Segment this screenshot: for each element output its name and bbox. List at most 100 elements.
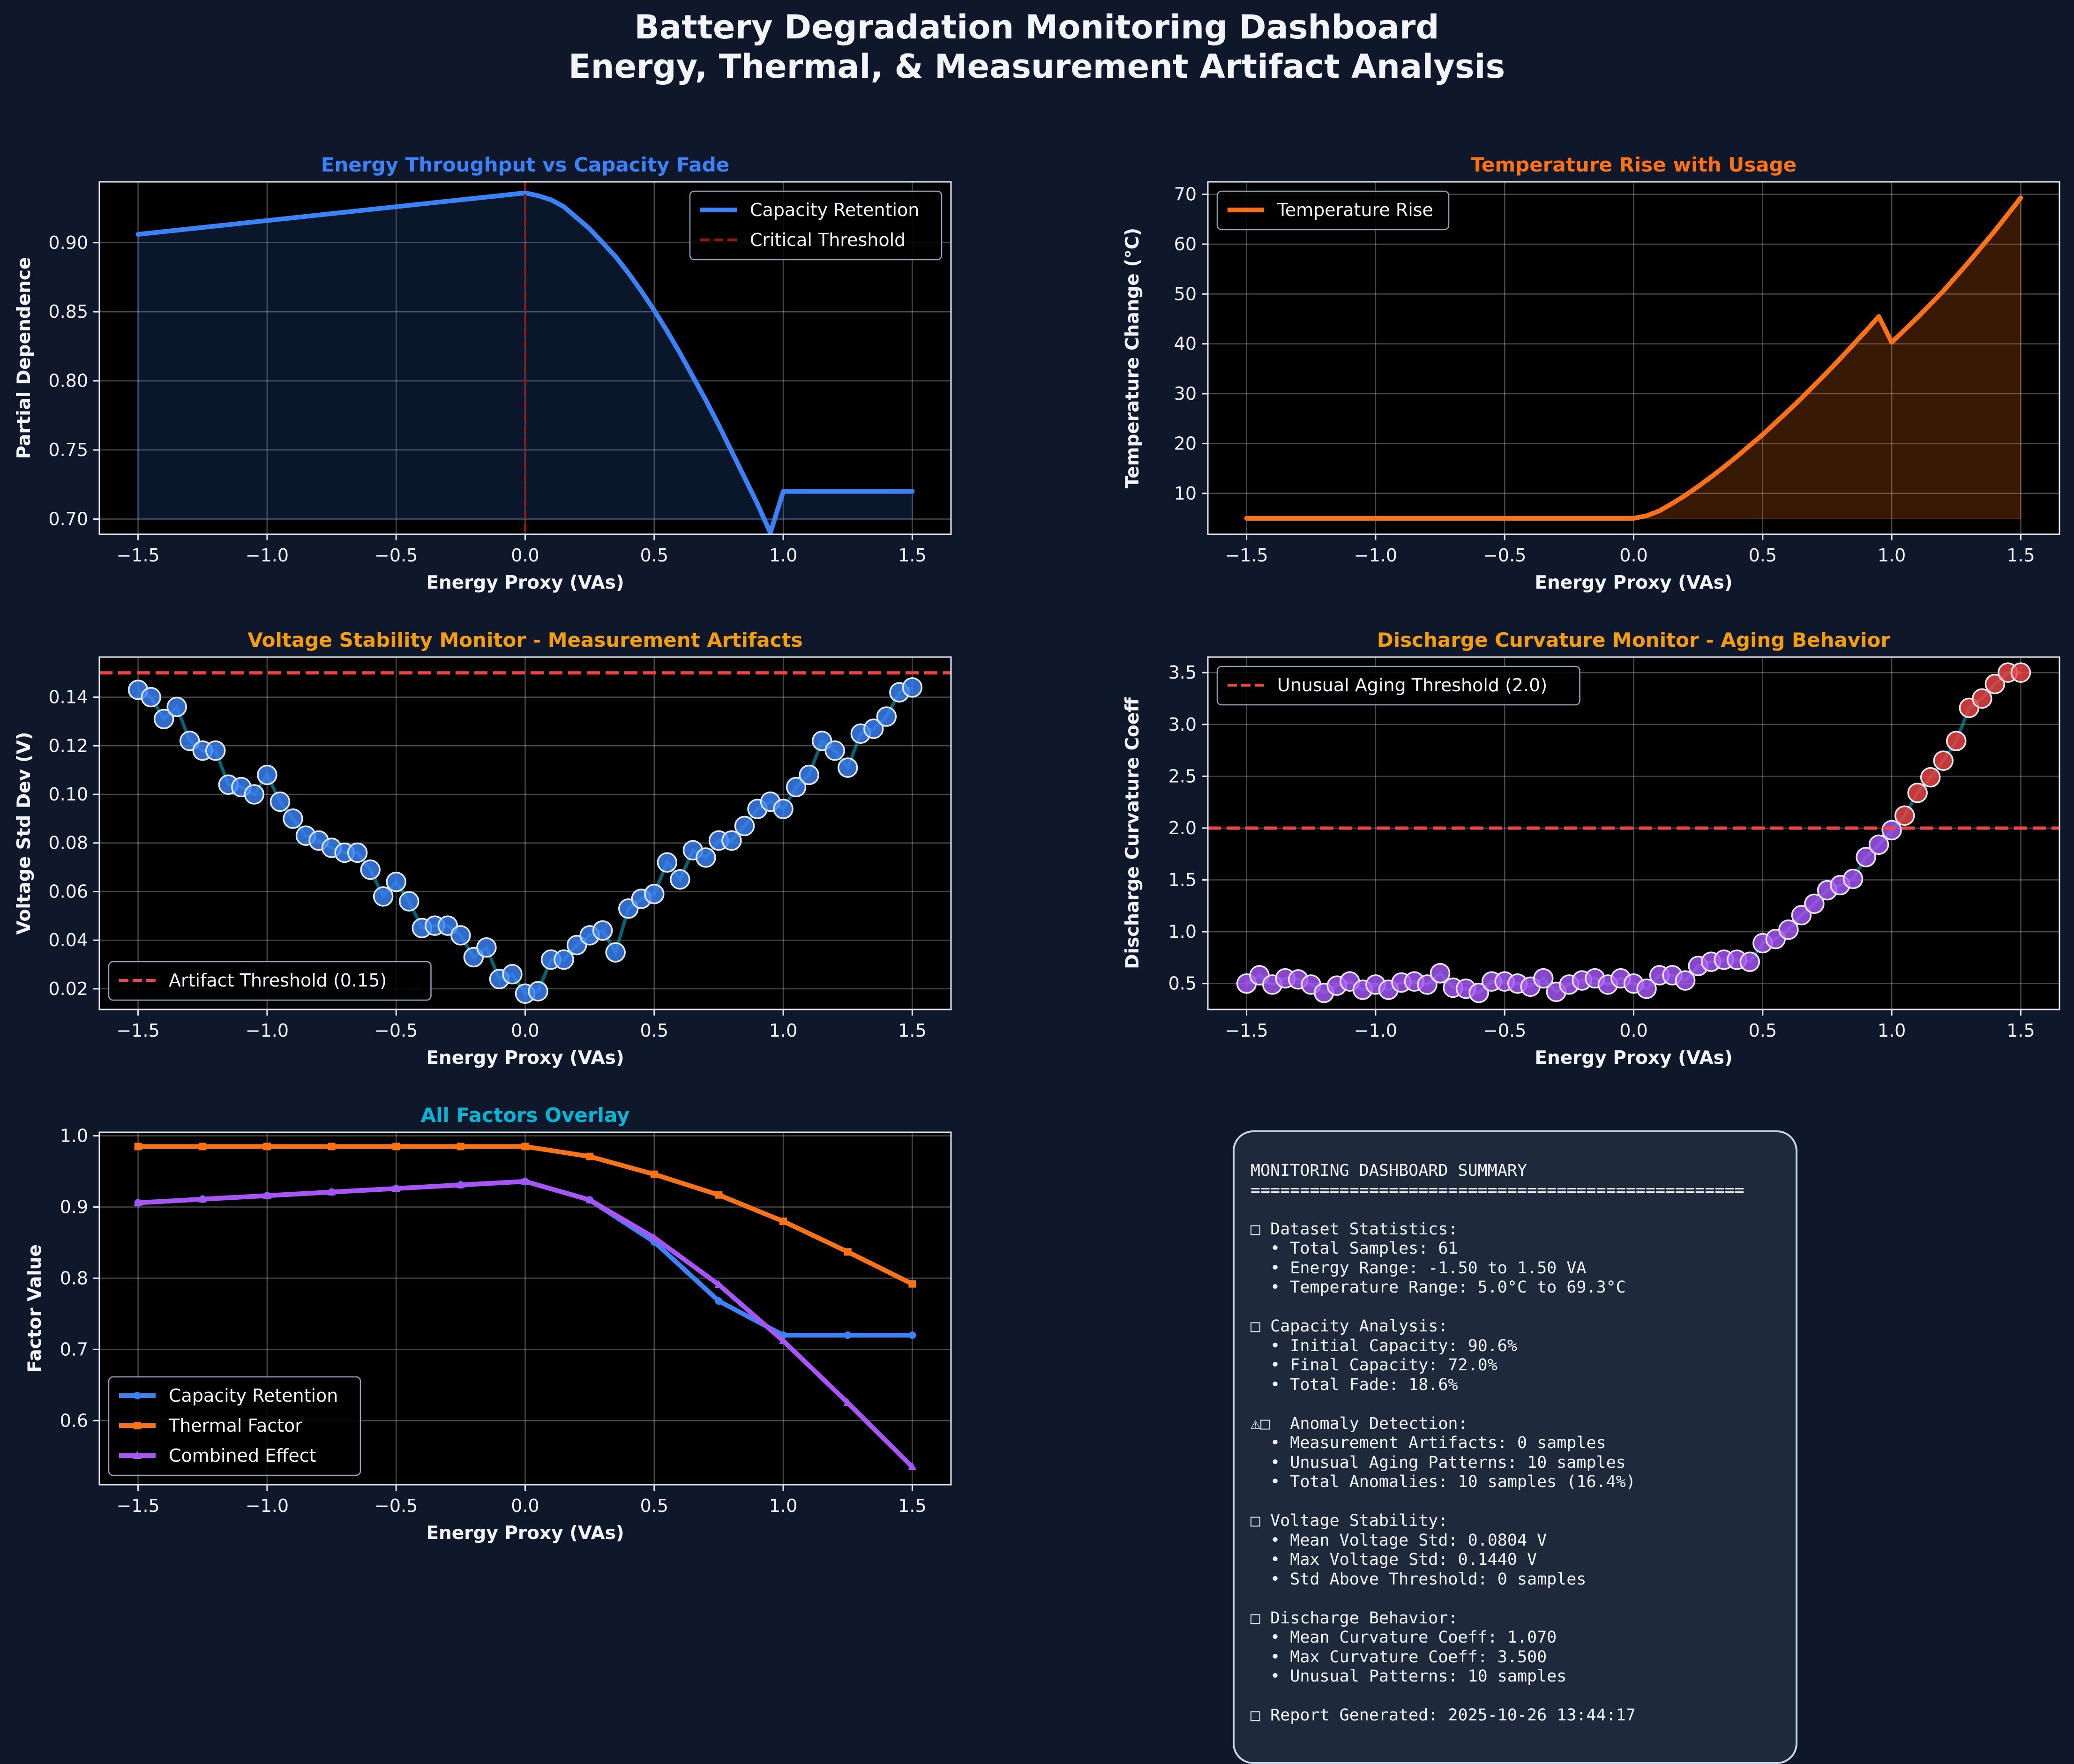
y-tick-label: 0.75 bbox=[48, 440, 88, 460]
plot-content bbox=[134, 1143, 917, 1471]
scatter-point bbox=[1739, 951, 1760, 972]
plot-content bbox=[1236, 662, 2031, 1003]
scatter-point bbox=[1881, 820, 1902, 841]
scatter-point bbox=[902, 677, 923, 698]
scatter-point bbox=[347, 842, 368, 863]
scatter-point bbox=[141, 687, 161, 708]
x-tick-label: 0.0 bbox=[1619, 545, 1647, 566]
scatter-point bbox=[786, 777, 807, 798]
scatter-point bbox=[244, 784, 265, 805]
x-tick-label: −0.5 bbox=[374, 1495, 418, 1516]
scatter-point bbox=[670, 869, 690, 890]
scatter-point bbox=[360, 860, 381, 880]
marker-point bbox=[134, 1143, 142, 1151]
scatter-point bbox=[799, 764, 819, 785]
y-tick-label: 0.12 bbox=[48, 735, 88, 756]
dashboard-title-line1: Battery Degradation Monitoring Dashboard bbox=[635, 8, 1439, 46]
scatter-point bbox=[166, 696, 187, 718]
scatter-point bbox=[450, 925, 471, 946]
scatter-point bbox=[1533, 968, 1554, 989]
y-tick-label: 0.8 bbox=[60, 1268, 88, 1288]
x-tick-label: 1.5 bbox=[898, 1495, 926, 1516]
scatter-point bbox=[257, 764, 277, 785]
scatter-point bbox=[773, 799, 794, 819]
x-tick-label: −0.5 bbox=[1483, 1020, 1526, 1041]
x-tick-label: 1.0 bbox=[1878, 545, 1906, 566]
scatter-point bbox=[1804, 893, 1825, 914]
y-tick-label: 0.90 bbox=[48, 232, 88, 253]
legend-frame bbox=[689, 190, 943, 261]
grid-lines bbox=[1208, 182, 2059, 534]
scatter-point bbox=[476, 937, 497, 958]
legend-label: Temperature Rise bbox=[1277, 200, 1433, 220]
x-tick-label: −0.5 bbox=[374, 545, 418, 566]
plot-content bbox=[1244, 195, 2023, 521]
scatter-point bbox=[1856, 847, 1876, 867]
plot-area bbox=[99, 657, 951, 1009]
x-tick-label: −1.0 bbox=[246, 1495, 289, 1516]
dashboard-title-line2: Energy, Thermal, & Measurement Artifact … bbox=[569, 47, 1505, 86]
plot-content bbox=[135, 182, 915, 534]
marker-point bbox=[392, 1184, 401, 1192]
plot-area bbox=[1208, 182, 2059, 534]
x-tick-label: −1.0 bbox=[1354, 1020, 1397, 1041]
marker-point bbox=[586, 1152, 594, 1160]
series-line-0 bbox=[1244, 195, 2023, 521]
scatter-point bbox=[1417, 974, 1438, 995]
y-tick-label: 0.85 bbox=[48, 301, 88, 322]
scatter-point bbox=[1430, 963, 1451, 984]
x-tick-label: 0.0 bbox=[511, 1495, 539, 1516]
legend-label: Unusual Aging Threshold (2.0) bbox=[1277, 675, 1547, 695]
marker-point bbox=[715, 1191, 723, 1199]
y-tick-label: 50 bbox=[1174, 284, 1197, 304]
scatter-point bbox=[1842, 868, 1864, 889]
scatter-point bbox=[863, 718, 884, 739]
scatter-point bbox=[1946, 731, 1967, 751]
marker-point bbox=[134, 1198, 142, 1206]
chart-temperature: −1.5 −1.0 −0.5 0.0 0.5 1.0 1.5 10 20 30 40 50 60 70 Te… bbox=[1122, 153, 2060, 593]
series-line-0 bbox=[135, 190, 915, 534]
x-tick-label: 1.0 bbox=[1878, 1020, 1906, 1041]
x-tick-label: −1.5 bbox=[1225, 545, 1268, 566]
y-tick-label: 0.7 bbox=[60, 1339, 88, 1360]
scatter-point bbox=[1894, 805, 1915, 826]
x-tick-label: 1.5 bbox=[898, 1020, 926, 1041]
scatter-point bbox=[1972, 688, 1992, 709]
y-tick-label: 0.5 bbox=[1168, 973, 1197, 994]
marker-point bbox=[843, 1398, 852, 1406]
scatter-point bbox=[824, 740, 845, 761]
marker-point bbox=[650, 1170, 658, 1178]
marker-point bbox=[715, 1297, 723, 1305]
x-tick-label: −1.0 bbox=[1354, 545, 1397, 566]
legend: Capacity Retention Thermal Factor Combined… bbox=[108, 1376, 361, 1476]
scatter-point bbox=[592, 920, 613, 941]
chart-title: Voltage Stability Monitor - Measurement … bbox=[247, 628, 802, 651]
y-tick-label: 1.0 bbox=[60, 1126, 88, 1146]
scatter-point bbox=[734, 815, 755, 837]
marker-point bbox=[908, 1331, 916, 1339]
y-tick-label: 2.5 bbox=[1168, 766, 1197, 786]
y-tick-label: 0.04 bbox=[48, 930, 88, 950]
x-tick-label: 0.0 bbox=[511, 545, 539, 566]
scatter-point bbox=[1920, 767, 1941, 788]
marker-point bbox=[199, 1143, 207, 1151]
x-axis-label: Energy Proxy (VAs) bbox=[1535, 1047, 1732, 1069]
scatter-point bbox=[528, 981, 548, 1002]
scatter-point bbox=[2010, 662, 2031, 683]
x-tick-label: −1.5 bbox=[116, 545, 159, 566]
marker-point bbox=[779, 1217, 787, 1225]
chart-title: Temperature Rise with Usage bbox=[1471, 153, 1797, 176]
legend: Artifact Threshold (0.15) bbox=[108, 961, 432, 1001]
legend-marker bbox=[134, 1392, 141, 1399]
y-tick-label: 20 bbox=[1174, 433, 1197, 454]
y-tick-label: 30 bbox=[1174, 383, 1197, 404]
y-tick-label: 0.06 bbox=[48, 881, 88, 902]
x-tick-label: −1.5 bbox=[1225, 1020, 1268, 1041]
x-tick-label: 0.5 bbox=[640, 1495, 668, 1516]
x-tick-label: 1.5 bbox=[2007, 545, 2035, 566]
x-tick-label: −1.0 bbox=[246, 1020, 289, 1041]
legend: Unusual Aging Threshold (2.0) bbox=[1216, 665, 1580, 706]
scatter-point bbox=[283, 808, 303, 829]
marker-point bbox=[779, 1336, 788, 1345]
